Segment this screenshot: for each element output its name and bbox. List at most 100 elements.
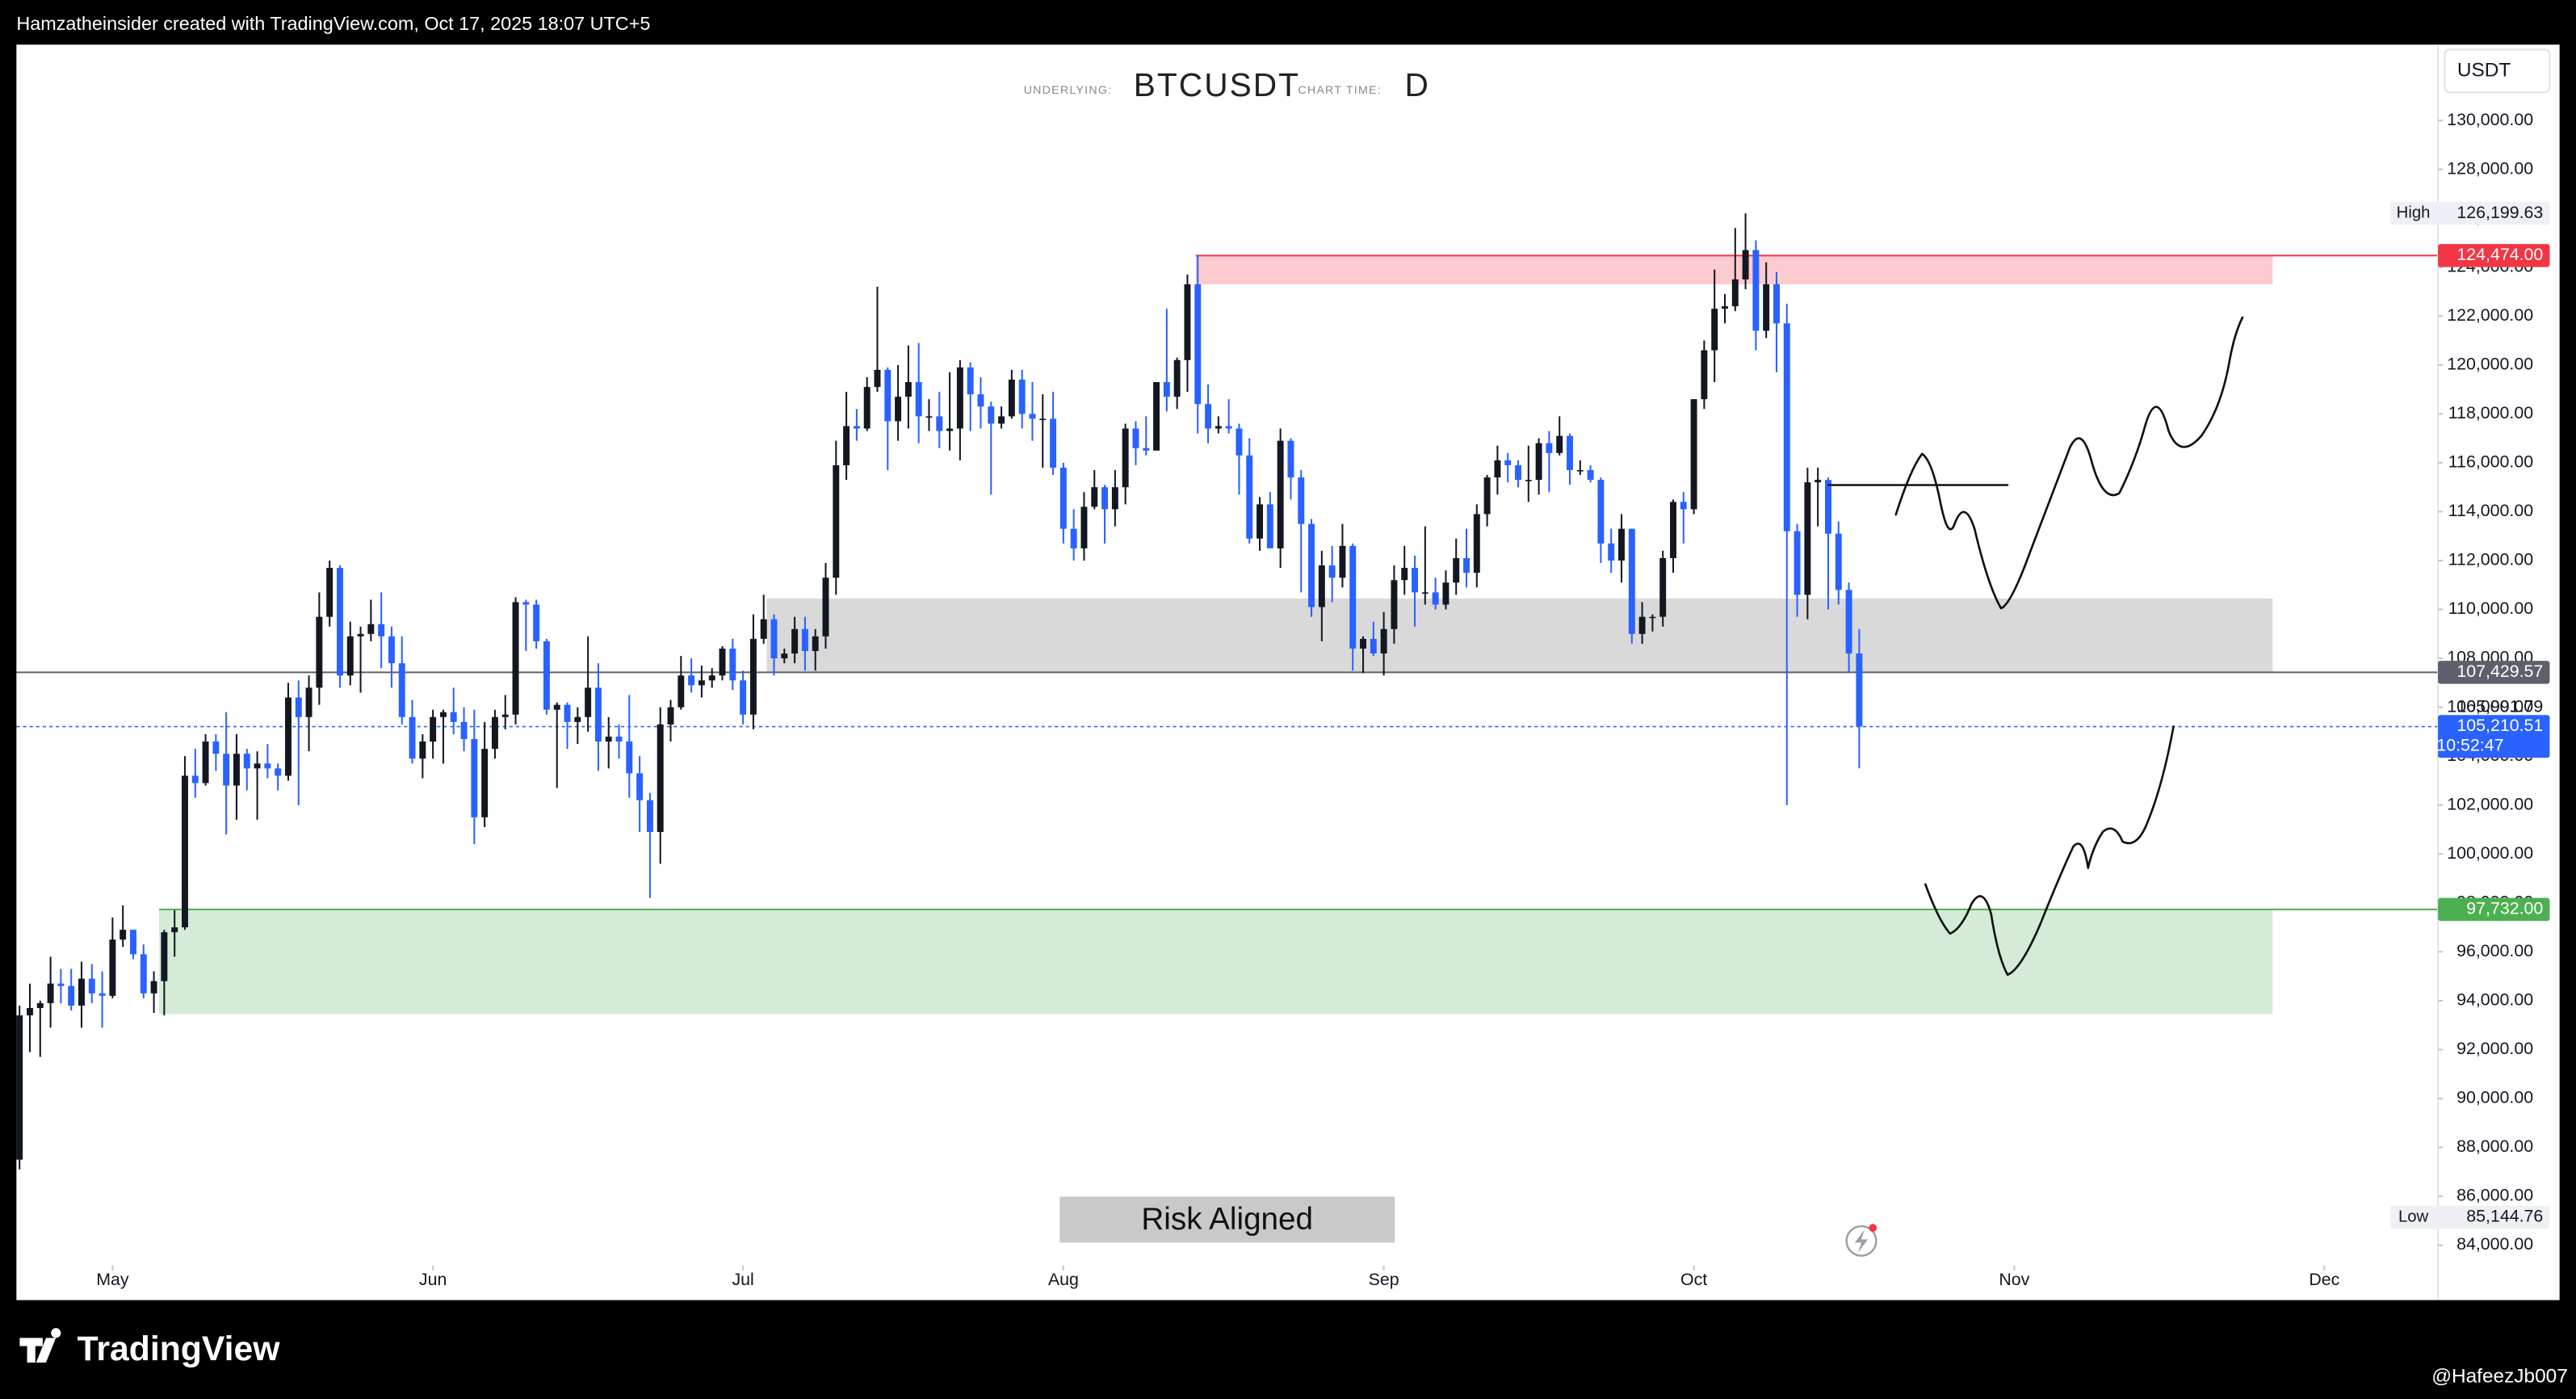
projection-sketch xyxy=(1827,316,2244,977)
candle-body xyxy=(988,406,995,424)
candle-body xyxy=(977,394,984,407)
icon-ring xyxy=(1845,1225,1877,1257)
currency[interactable]: USDT xyxy=(2457,59,2511,81)
candle-body xyxy=(904,382,912,397)
y-tick-label: 94,000.00 xyxy=(2456,990,2533,1010)
candle-body xyxy=(1318,565,1325,607)
candle-body xyxy=(88,978,95,994)
candle-body xyxy=(1483,477,1491,515)
y-tick-label: 118,000.00 xyxy=(2448,403,2533,422)
credit: Hamzatheinsider created with TradingView… xyxy=(16,13,650,34)
underlying-label: UNDERLYING: xyxy=(1024,84,1113,97)
candle-body xyxy=(1339,545,1346,578)
candle-body xyxy=(770,619,778,659)
candle-body xyxy=(1173,359,1181,397)
price-labels: 124,474.00 107,429.57 105,991.79105,210.51… xyxy=(2390,201,2550,1229)
candle-body xyxy=(1453,557,1460,583)
candle-body xyxy=(678,675,685,708)
candle-body xyxy=(1370,638,1377,654)
candle-body xyxy=(719,648,726,676)
candle-body xyxy=(1546,443,1553,453)
candle-body xyxy=(915,382,922,417)
candle-body xyxy=(1257,504,1264,539)
x-tick-label: Jul xyxy=(732,1270,753,1289)
candle-body xyxy=(1587,469,1594,481)
candle-body xyxy=(36,1002,44,1008)
price-label-box xyxy=(2438,897,2550,922)
candle-body xyxy=(57,983,65,986)
candle-body xyxy=(740,680,747,715)
candle-body xyxy=(1659,557,1667,617)
candle-body xyxy=(419,742,426,759)
x-tick-label: Sep xyxy=(1369,1270,1399,1289)
candle-body xyxy=(460,721,468,739)
candle-body xyxy=(295,697,302,717)
low-name: Low xyxy=(2398,1208,2429,1225)
zone xyxy=(766,598,2273,673)
candle-body xyxy=(533,604,540,641)
candle-body xyxy=(646,800,653,833)
candle-body xyxy=(688,675,695,686)
price-label: 124,474.00 xyxy=(2456,245,2543,264)
x-tick-label: Dec xyxy=(2309,1270,2339,1289)
axes: 84,000.00 86,000.00 88,000.00 90,000.00 92,0… xyxy=(96,44,2533,1300)
currency-button[interactable] xyxy=(2444,48,2551,94)
candle-body xyxy=(1101,487,1109,510)
candle-body xyxy=(781,653,788,659)
candle-body xyxy=(471,738,478,817)
candle-body xyxy=(284,697,292,776)
candle-body xyxy=(1308,523,1315,607)
candle-body xyxy=(47,983,54,1003)
candle-body xyxy=(1680,502,1687,510)
candle-body xyxy=(1153,382,1160,451)
icon-bolt xyxy=(1854,1229,1869,1253)
candle-body xyxy=(936,416,943,431)
y-tick-label: 128,000.00 xyxy=(2447,158,2533,178)
candle-body xyxy=(1618,528,1625,561)
candle-body xyxy=(760,619,767,639)
high-label-box xyxy=(2390,201,2550,225)
candle-body xyxy=(698,680,705,686)
candle-body xyxy=(1380,628,1387,654)
candle-body xyxy=(150,981,157,994)
candle-body xyxy=(1597,480,1605,544)
candle-body xyxy=(708,675,715,681)
candle-body xyxy=(1225,426,1232,429)
candle-body xyxy=(1856,653,1863,727)
candle-body xyxy=(202,742,209,784)
candle-body xyxy=(1080,506,1088,548)
candle-body xyxy=(1070,528,1077,548)
candle-body xyxy=(1783,323,1790,531)
candle-body xyxy=(833,464,840,578)
candle-body xyxy=(1442,582,1450,605)
price-label: 105,210.51 xyxy=(2456,716,2543,735)
candle-body xyxy=(1504,460,1512,465)
candle-body xyxy=(27,1007,33,1016)
candle-body xyxy=(439,712,447,717)
y-tick-label: 106,000.00 xyxy=(2447,696,2533,716)
sketch-up-path xyxy=(1894,316,2244,610)
price-label: 105,991.79 xyxy=(2456,697,2543,716)
symbol: BTCUSDT xyxy=(1134,66,1300,103)
x-tick-label: Jun xyxy=(419,1270,447,1289)
candle-body xyxy=(791,628,799,654)
candle-body xyxy=(78,978,85,1006)
candle-body xyxy=(501,714,509,717)
candle-body xyxy=(1412,568,1418,593)
price-lines xyxy=(16,254,2439,910)
candle-body xyxy=(1670,502,1676,558)
y-tick-label: 96,000.00 xyxy=(2456,941,2533,960)
interval: D xyxy=(1404,66,1428,103)
candle-body xyxy=(378,624,385,636)
y-tick-label: 102,000.00 xyxy=(2447,794,2533,813)
candle-body xyxy=(1576,469,1584,472)
candle-body xyxy=(491,716,498,750)
icon-dot xyxy=(1869,1224,1877,1232)
candle-body xyxy=(1535,443,1542,481)
candle-body xyxy=(1628,528,1635,634)
candle-body xyxy=(1649,616,1656,619)
y-tick-label: 90,000.00 xyxy=(2456,1088,2533,1107)
candle-body xyxy=(316,616,323,688)
candle-body xyxy=(1608,543,1615,561)
